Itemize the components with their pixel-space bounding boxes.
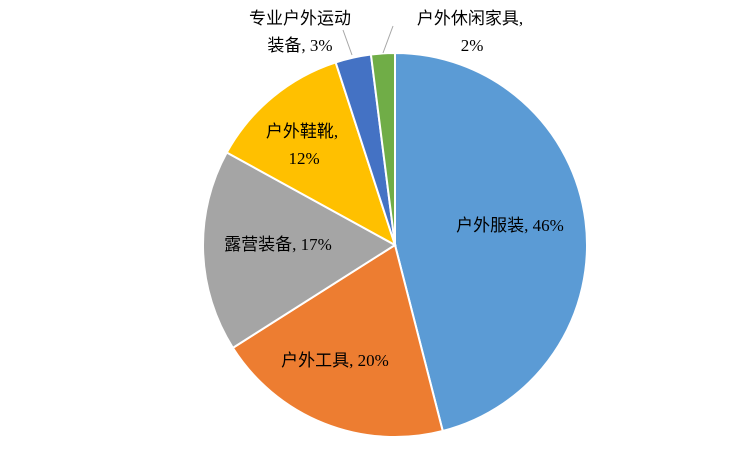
pie-slice	[369, 51, 396, 246]
leader-line	[382, 25, 394, 54]
pie-slice	[202, 151, 397, 350]
pie-slice	[394, 51, 588, 433]
data-label: 专业户外运动装备, 3%	[249, 9, 351, 55]
label-line: 户外工具, 20%	[281, 351, 389, 370]
pie-slice	[225, 61, 397, 248]
label-line: 专业户外运动	[249, 9, 351, 28]
label-line: 2%	[457, 36, 484, 55]
label-line: 装备, 3%	[267, 36, 332, 55]
label-line: 户外鞋靴,	[266, 122, 338, 141]
label-line: 12%	[284, 149, 319, 168]
data-label: 户外休闲家具, 2%	[417, 9, 523, 55]
data-label: 户外工具, 20%	[281, 351, 389, 370]
label-line: 户外休闲家具,	[417, 9, 523, 28]
label-line: 露营装备, 17%	[224, 235, 332, 254]
data-label: 户外鞋靴, 12%	[266, 122, 338, 168]
data-label: 露营装备, 17%	[224, 235, 332, 254]
leader-line	[342, 29, 353, 56]
label-line: 户外服装, 46%	[456, 216, 564, 235]
data-label: 户外服装, 46%	[456, 216, 564, 235]
pie-slice	[231, 243, 444, 438]
